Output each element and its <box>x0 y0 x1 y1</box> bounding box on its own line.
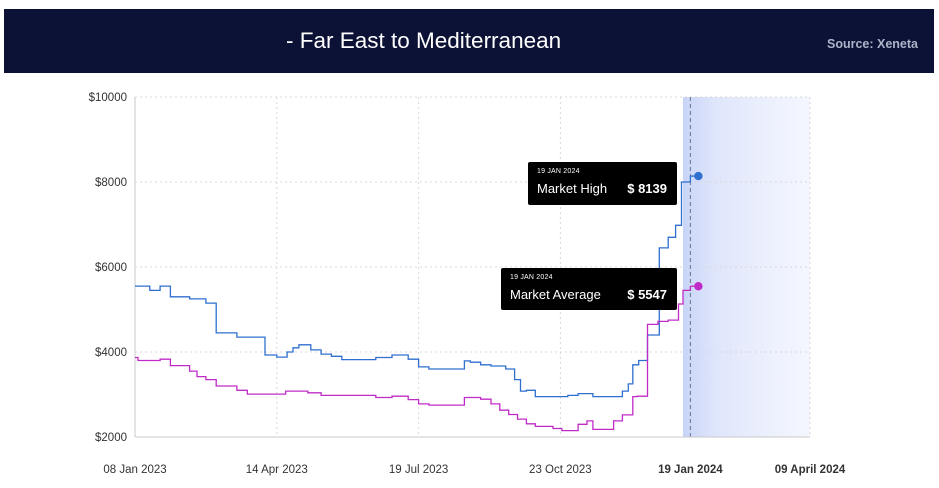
y-tick-label: $2000 <box>95 432 127 444</box>
market-average-line <box>135 286 692 432</box>
market-average-tooltip: 19 JAN 2024 Market Average $ 5547 <box>501 268 677 310</box>
x-tick-label: 08 Jan 2023 <box>103 464 166 476</box>
market-high-endpoint <box>694 171 703 181</box>
chart-title: - Far East to Mediterranean <box>286 28 562 53</box>
source-credit: Source: Xeneta <box>826 37 918 51</box>
market-average-endpoint <box>694 282 703 291</box>
tooltip-value: $ 8139 <box>627 181 667 196</box>
tooltip-label: Market High <box>537 181 608 196</box>
y-tick-label: $4000 <box>95 347 127 359</box>
x-tick-label: 19 Jul 2023 <box>389 464 448 476</box>
x-tick-label: 23 Oct 2023 <box>529 464 592 476</box>
tooltip-date: 19 JAN 2024 <box>537 168 580 175</box>
market-high-tooltip: 19 JAN 2024 Market High $ 8139 <box>528 162 677 205</box>
x-tick-label: 14 Apr 2023 <box>246 464 308 476</box>
market-high-line <box>135 176 692 398</box>
y-tick-label: $6000 <box>95 262 127 274</box>
tooltip-value: $ 5547 <box>627 287 667 302</box>
x-tick-label: 19 Jan 2024 <box>658 464 723 476</box>
chart-header-bar <box>4 9 934 73</box>
y-tick-label: $10000 <box>89 92 127 104</box>
y-tick-label: $8000 <box>95 177 127 189</box>
header-notch <box>284 0 654 9</box>
tooltip-date: 19 JAN 2024 <box>510 274 553 281</box>
x-tick-label: 09 April 2024 <box>775 464 846 476</box>
tooltip-label: Market Average <box>510 287 601 302</box>
